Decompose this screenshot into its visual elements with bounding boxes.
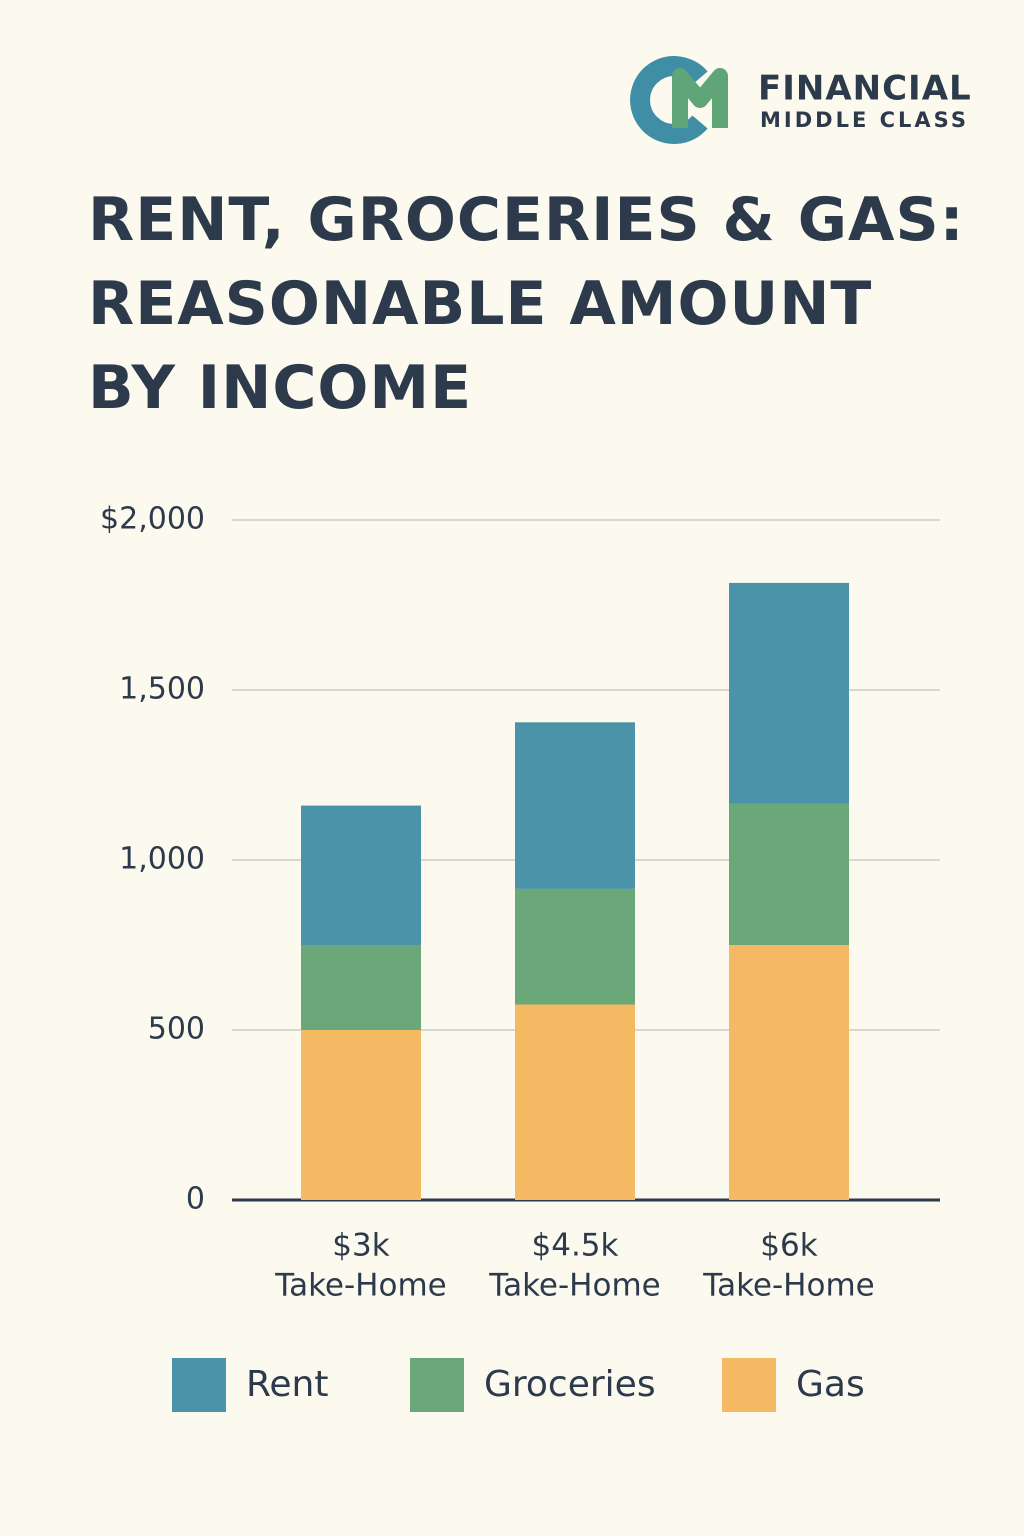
legend-swatch [722,1358,776,1412]
x-tick-label: Take-Home [702,1268,874,1304]
brand-name: FINANCIAL [758,69,972,109]
y-tick-label: $2,000 [100,502,205,537]
y-tick-label: 1,500 [119,672,205,707]
logo-icon [630,56,728,144]
legend-label: Gas [796,1364,865,1405]
x-tick-label: $4.5k [532,1228,619,1264]
bar-segment [515,1004,635,1200]
legend-label: Rent [246,1364,328,1405]
bar-segment [515,888,635,1005]
chart-title: RENT, GROCERIES & GAS: REASONABLE AMOUNT… [88,185,965,423]
legend-swatch [410,1358,464,1412]
bar-segment [515,722,635,889]
bar-segment [301,1030,421,1200]
y-tick-label: 0 [186,1182,205,1217]
y-tick-label: 500 [148,1012,205,1047]
bar-segment [729,803,849,945]
bar-segment [729,945,849,1200]
x-tick-label: Take-Home [274,1268,446,1304]
y-tick-label: 1,000 [119,842,205,877]
bar-segment [729,582,849,804]
bar-segment [301,945,421,1030]
x-tick-label: $3k [332,1228,389,1264]
bar-segment [301,805,421,945]
brand-tagline: MIDDLE CLASS [760,108,969,132]
x-tick-label: $6k [760,1228,817,1264]
legend-swatch [172,1358,226,1412]
legend-label: Groceries [484,1364,656,1405]
x-tick-label: Take-Home [488,1268,660,1304]
